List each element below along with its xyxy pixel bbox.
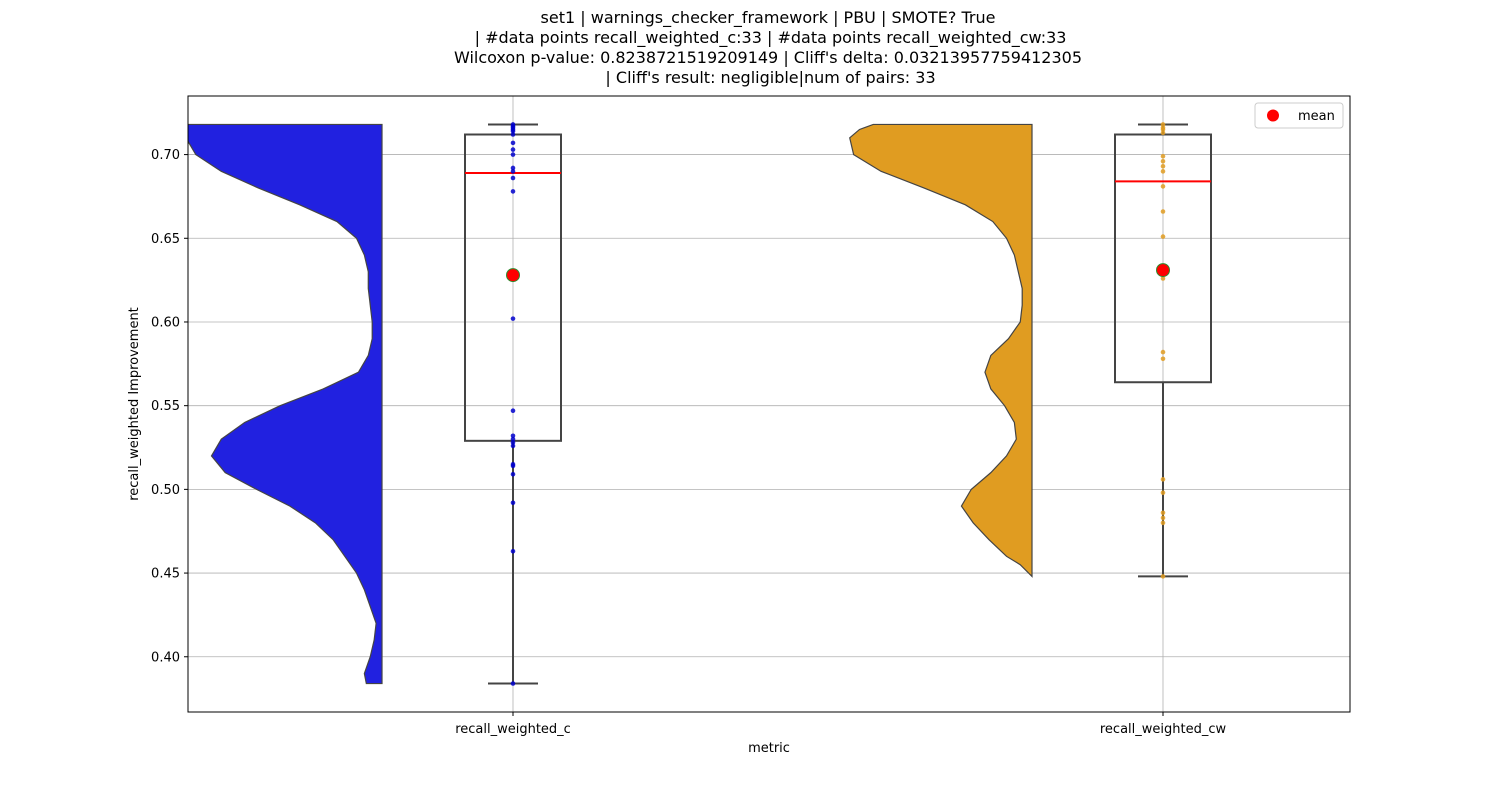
data-point xyxy=(510,461,516,467)
data-point xyxy=(1160,209,1166,214)
data-point xyxy=(510,165,516,171)
data-point xyxy=(1160,349,1166,355)
data-point xyxy=(1160,356,1166,362)
data-point xyxy=(510,175,516,181)
violin-layer xyxy=(188,123,1033,685)
chart-title-line-1: set1 | warnings_checker_framework | PBU … xyxy=(540,8,996,27)
data-point xyxy=(510,316,516,321)
y-tick-label: 0.70 xyxy=(151,148,180,163)
data-point xyxy=(510,440,516,445)
data-point xyxy=(1160,125,1166,131)
violin-recall_weighted_c xyxy=(188,123,383,685)
data-point xyxy=(510,436,516,442)
data-point xyxy=(1160,234,1166,239)
y-tick-label: 0.55 xyxy=(151,399,180,414)
data-point xyxy=(1160,510,1166,516)
chart-title-line-2: | #data points recall_weighted_c:33 | #d… xyxy=(469,28,1067,47)
data-point xyxy=(1160,574,1166,579)
data-point xyxy=(510,472,516,477)
y-tick-label: 0.45 xyxy=(151,567,180,582)
legend-mean-marker xyxy=(1267,109,1279,122)
data-point xyxy=(510,140,516,146)
data-point xyxy=(1160,184,1166,189)
data-point xyxy=(510,189,516,194)
data-point xyxy=(510,169,516,174)
data-point xyxy=(510,681,516,686)
data-point xyxy=(1160,122,1166,127)
data-point xyxy=(510,147,516,152)
data-point xyxy=(510,122,516,127)
chart-title: set1 | warnings_checker_framework | PBU … xyxy=(0,8,1500,88)
data-point xyxy=(510,500,516,506)
y-tick-label: 0.50 xyxy=(151,483,180,498)
y-tick-label: 0.65 xyxy=(151,232,180,247)
axes-layer: 0.40 0.45 0.50 0.55 0.60 0.65 0.70 recall_weigh… xyxy=(151,148,1226,737)
data-point xyxy=(1160,477,1166,482)
legend-mean-label: mean xyxy=(1298,109,1335,124)
x-tick-label: recall_weighted_c xyxy=(455,722,571,737)
data-point xyxy=(510,433,516,439)
data-point xyxy=(510,443,516,449)
data-point xyxy=(510,549,516,554)
y-tick-label: 0.60 xyxy=(151,315,180,330)
x-tick-label: recall_weighted_cw xyxy=(1100,722,1227,737)
data-point xyxy=(1160,169,1166,174)
data-point xyxy=(1160,130,1166,136)
legend-box xyxy=(1254,102,1344,129)
plot-area-frame xyxy=(187,95,1351,713)
points-layer xyxy=(506,122,1170,686)
data-point xyxy=(1160,158,1166,164)
data-point xyxy=(1160,490,1166,496)
x-axis-title: metric xyxy=(748,741,790,756)
data-point xyxy=(1160,164,1166,169)
data-point xyxy=(510,132,516,137)
data-point xyxy=(1160,276,1166,281)
data-point xyxy=(1160,515,1166,521)
mean-marker xyxy=(1156,263,1170,278)
violin-recall_weighted_cw xyxy=(849,123,1033,578)
chart-title-line-4: | Cliff's result: negligible|num of pair… xyxy=(600,68,936,87)
y-tick-label: 0.40 xyxy=(151,650,180,665)
data-point xyxy=(510,408,516,413)
chart-title-line-3: Wilcoxon p-value: 0.8238721519209149 | C… xyxy=(453,48,1083,67)
y-axis-title: recall_weighted Improvement xyxy=(127,307,142,501)
data-point xyxy=(1160,520,1166,526)
mean-marker xyxy=(506,268,520,283)
data-point xyxy=(510,152,516,157)
box-layer xyxy=(464,123,1212,685)
legend: mean xyxy=(1254,102,1344,129)
data-point xyxy=(1160,153,1166,159)
